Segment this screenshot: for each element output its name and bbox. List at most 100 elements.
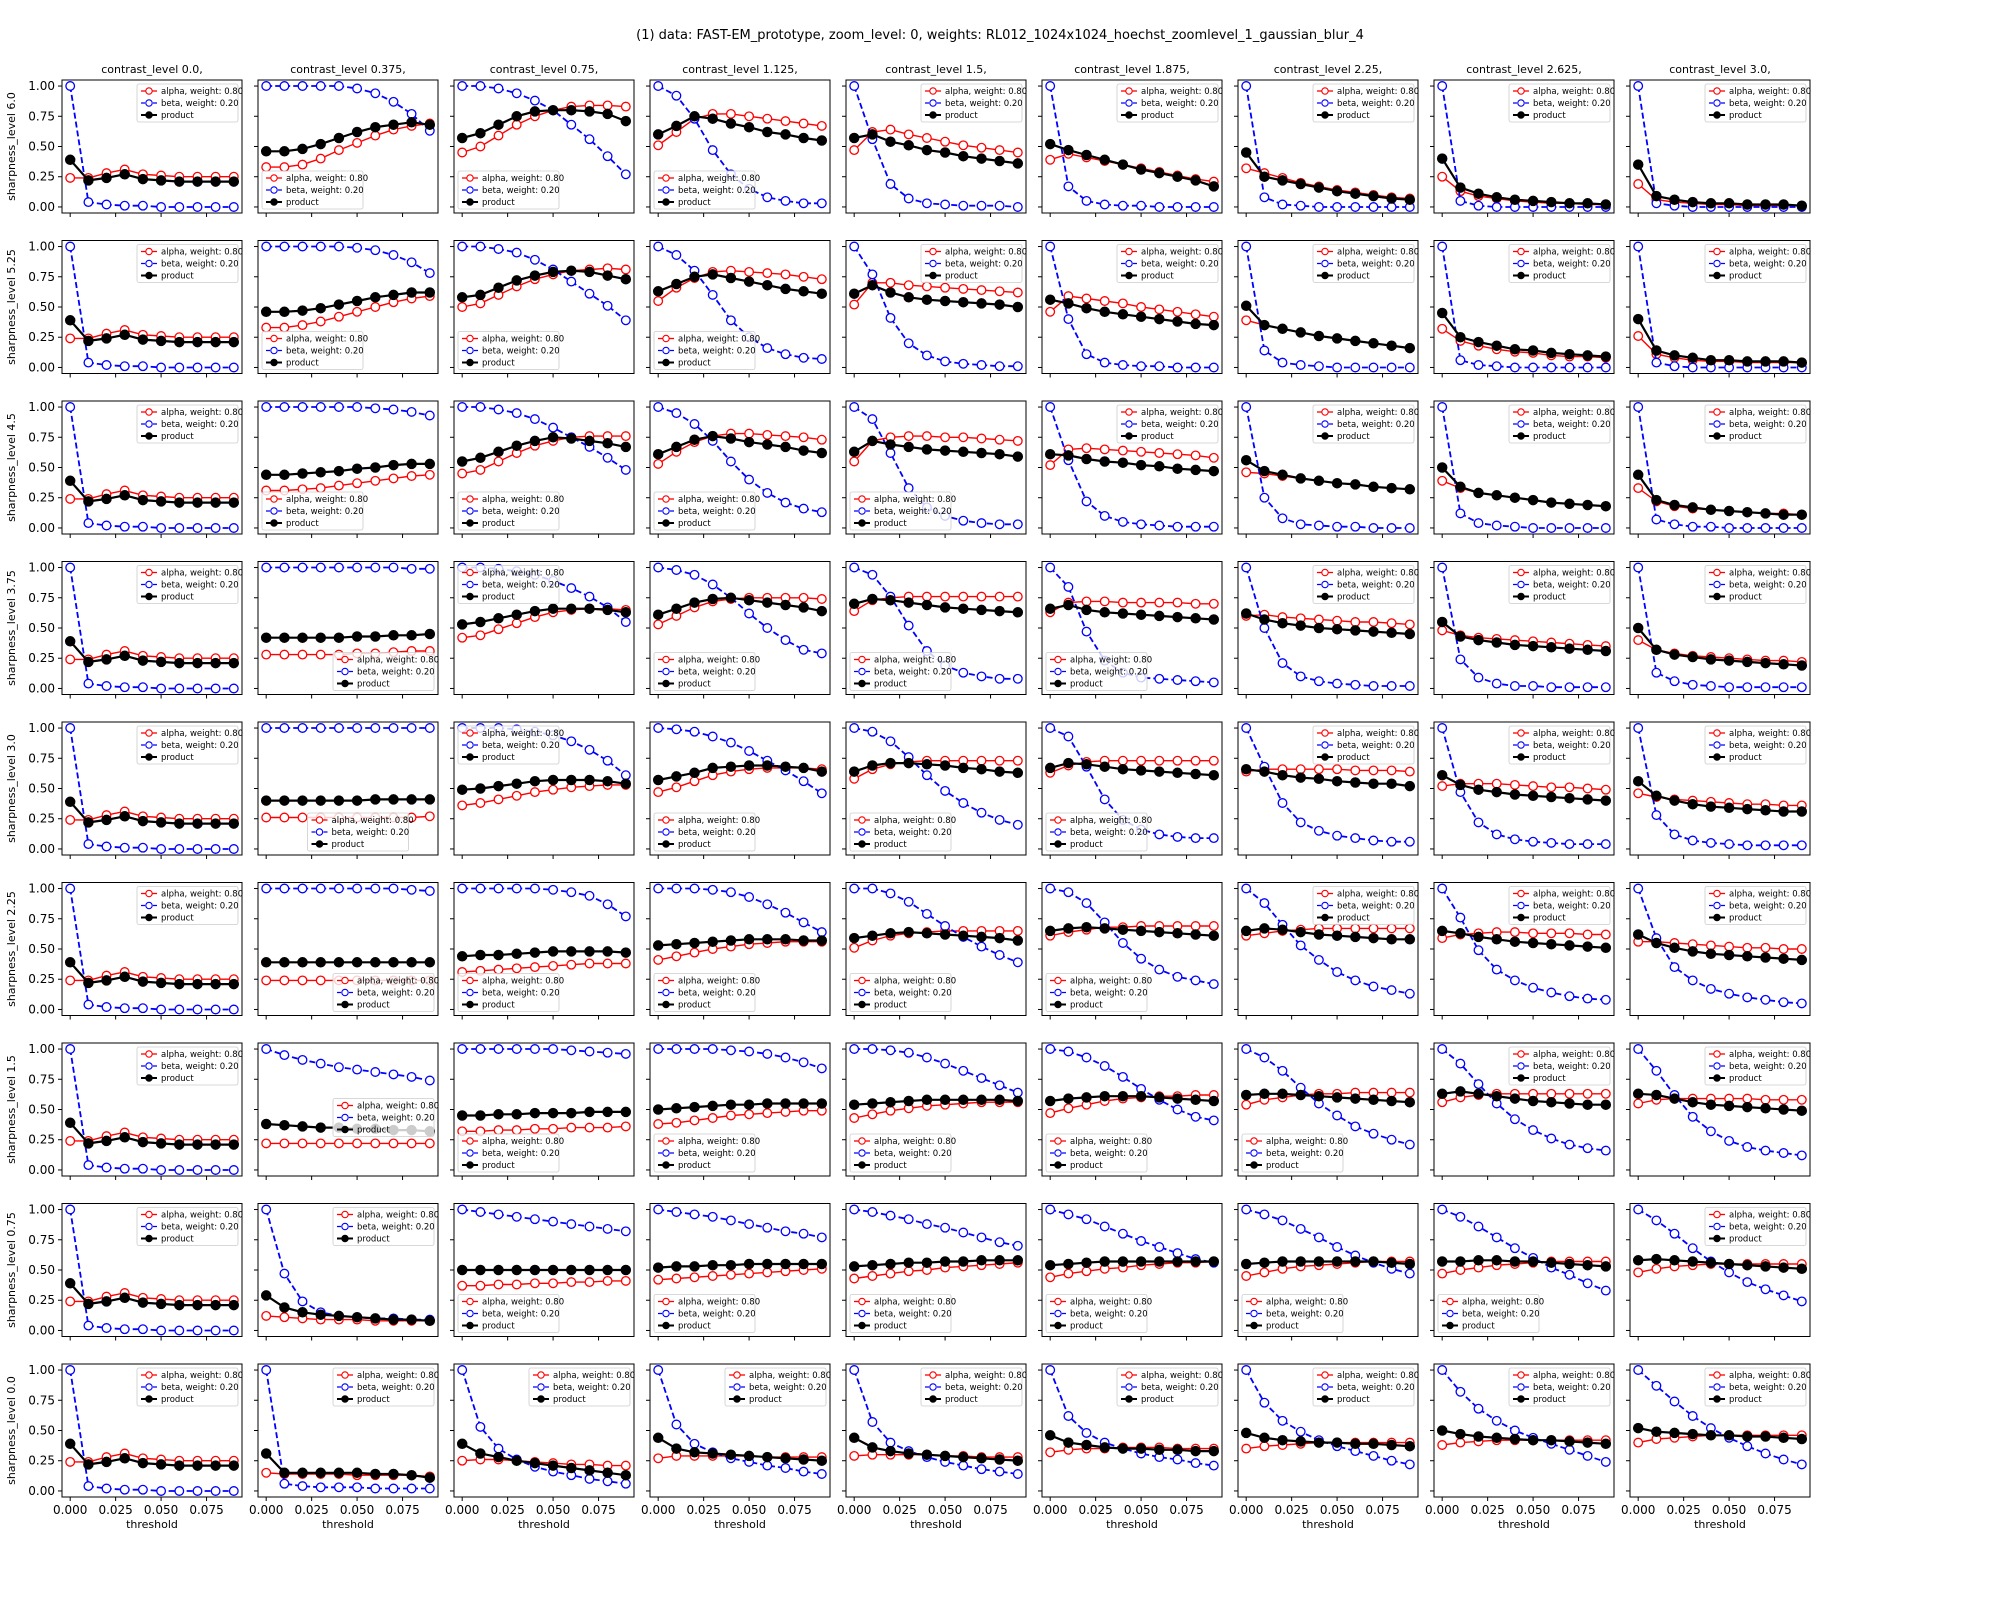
product-point [1331,623,1343,635]
legend-label-beta: beta, weight: 0.20 [332,828,410,838]
product-point [1778,1104,1789,1115]
product-point [1546,791,1557,803]
product-point [1240,1258,1252,1270]
legend-marker-alpha [733,1371,741,1379]
beta-point [566,1219,577,1230]
product-point [1208,930,1220,941]
product-point [547,603,559,614]
legend-marker-alpha [466,1137,474,1145]
product-point [707,762,718,774]
product-point [1350,625,1361,636]
y-tick-label: 0.25 [28,972,55,986]
beta-point [921,1219,932,1230]
legend-box [849,973,952,1012]
beta-series [1633,723,1807,851]
beta-point [780,907,791,918]
alpha-point [671,1117,682,1128]
beta-point [1600,1145,1611,1156]
y-tick-label: 0.75 [28,751,55,765]
beta-point [1509,1243,1520,1254]
beta-series [1241,402,1415,533]
product-line [1441,774,1606,802]
beta-point [1528,982,1539,993]
legend-label-alpha: alpha, weight: 0.80 [678,495,760,505]
beta-point [885,736,896,747]
product-point [174,818,185,829]
product-point [1436,925,1448,937]
legend-label-product: product [1070,680,1103,690]
legend-marker-product [662,519,670,527]
legend-label-beta: beta, weight: 0.20 [286,186,364,196]
product-line [1637,164,1802,207]
x-tick-label: 0.050 [144,1503,178,1517]
product-point [1295,926,1306,938]
product-point [1404,780,1416,792]
legend-box [1045,973,1148,1012]
beta-point [1564,523,1575,533]
beta-point [388,723,399,733]
product-point [958,1451,969,1463]
alpha-point [653,1453,664,1464]
alpha-point [279,812,290,823]
beta-point [816,1232,827,1243]
legend-label-product: product [945,272,978,282]
product-point [780,1453,791,1464]
beta-point [1437,241,1448,252]
beta-point [671,408,682,419]
alpha-line [657,432,822,465]
legend-label-product: product [1729,432,1762,442]
product-point [1760,356,1771,367]
alpha-point [921,133,932,143]
beta-point [689,883,700,894]
beta-point [333,1062,344,1073]
legend-marker-alpha [341,1210,349,1219]
x-tick-label: 0.025 [490,1503,524,1517]
legend-label-product: product [1337,111,1370,121]
legend-marker-alpha [1713,408,1721,416]
alpha-point [333,145,344,156]
beta-point [1742,1441,1753,1452]
legend-label-beta: beta, weight: 0.20 [678,1149,756,1159]
subplot-r8-c0: 0.000.250.500.751.000.000 0.025 0.050 0.075… [5,1363,243,1531]
beta-point [1386,1455,1397,1466]
product-point [689,1447,700,1458]
product-point [1527,1434,1539,1446]
product-point [1742,1431,1753,1442]
product-point [1436,1088,1448,1100]
beta-point [1081,626,1092,637]
product-point [762,760,773,771]
alpha-point [511,1125,522,1136]
beta-point [192,202,203,212]
legend-marker-alpha [1321,87,1329,95]
beta-point [406,108,417,119]
legend-marker-product [858,1000,866,1009]
beta-point [885,1437,896,1448]
product-point [279,957,290,968]
beta-point [1154,520,1165,531]
product-point [370,292,381,303]
product-point [1742,199,1753,210]
beta-point [762,1460,773,1471]
product-point [1473,634,1484,646]
beta-point [780,349,791,360]
legend-label-beta: beta, weight: 0.20 [1533,1383,1611,1393]
beta-point [1241,1204,1252,1215]
legend-marker-product [1125,271,1133,280]
product-point [867,129,878,140]
product-point [1723,1430,1735,1441]
legend-label-alpha: alpha, weight: 0.80 [1337,87,1419,97]
product-point [279,469,290,481]
beta-point [228,1325,239,1336]
alpha-point [816,274,827,285]
subplot-r0-c2: contrast_level 0.75,alpha, weight: 0.80b… [450,63,635,217]
beta-point [1332,830,1343,841]
legend-label-product: product [1141,272,1174,282]
beta-point [228,362,239,373]
y-tick-label: 0.50 [28,461,55,475]
beta-point [1404,1459,1415,1470]
alpha-point [689,776,700,787]
beta-point [493,404,504,415]
product-point [1491,340,1502,351]
